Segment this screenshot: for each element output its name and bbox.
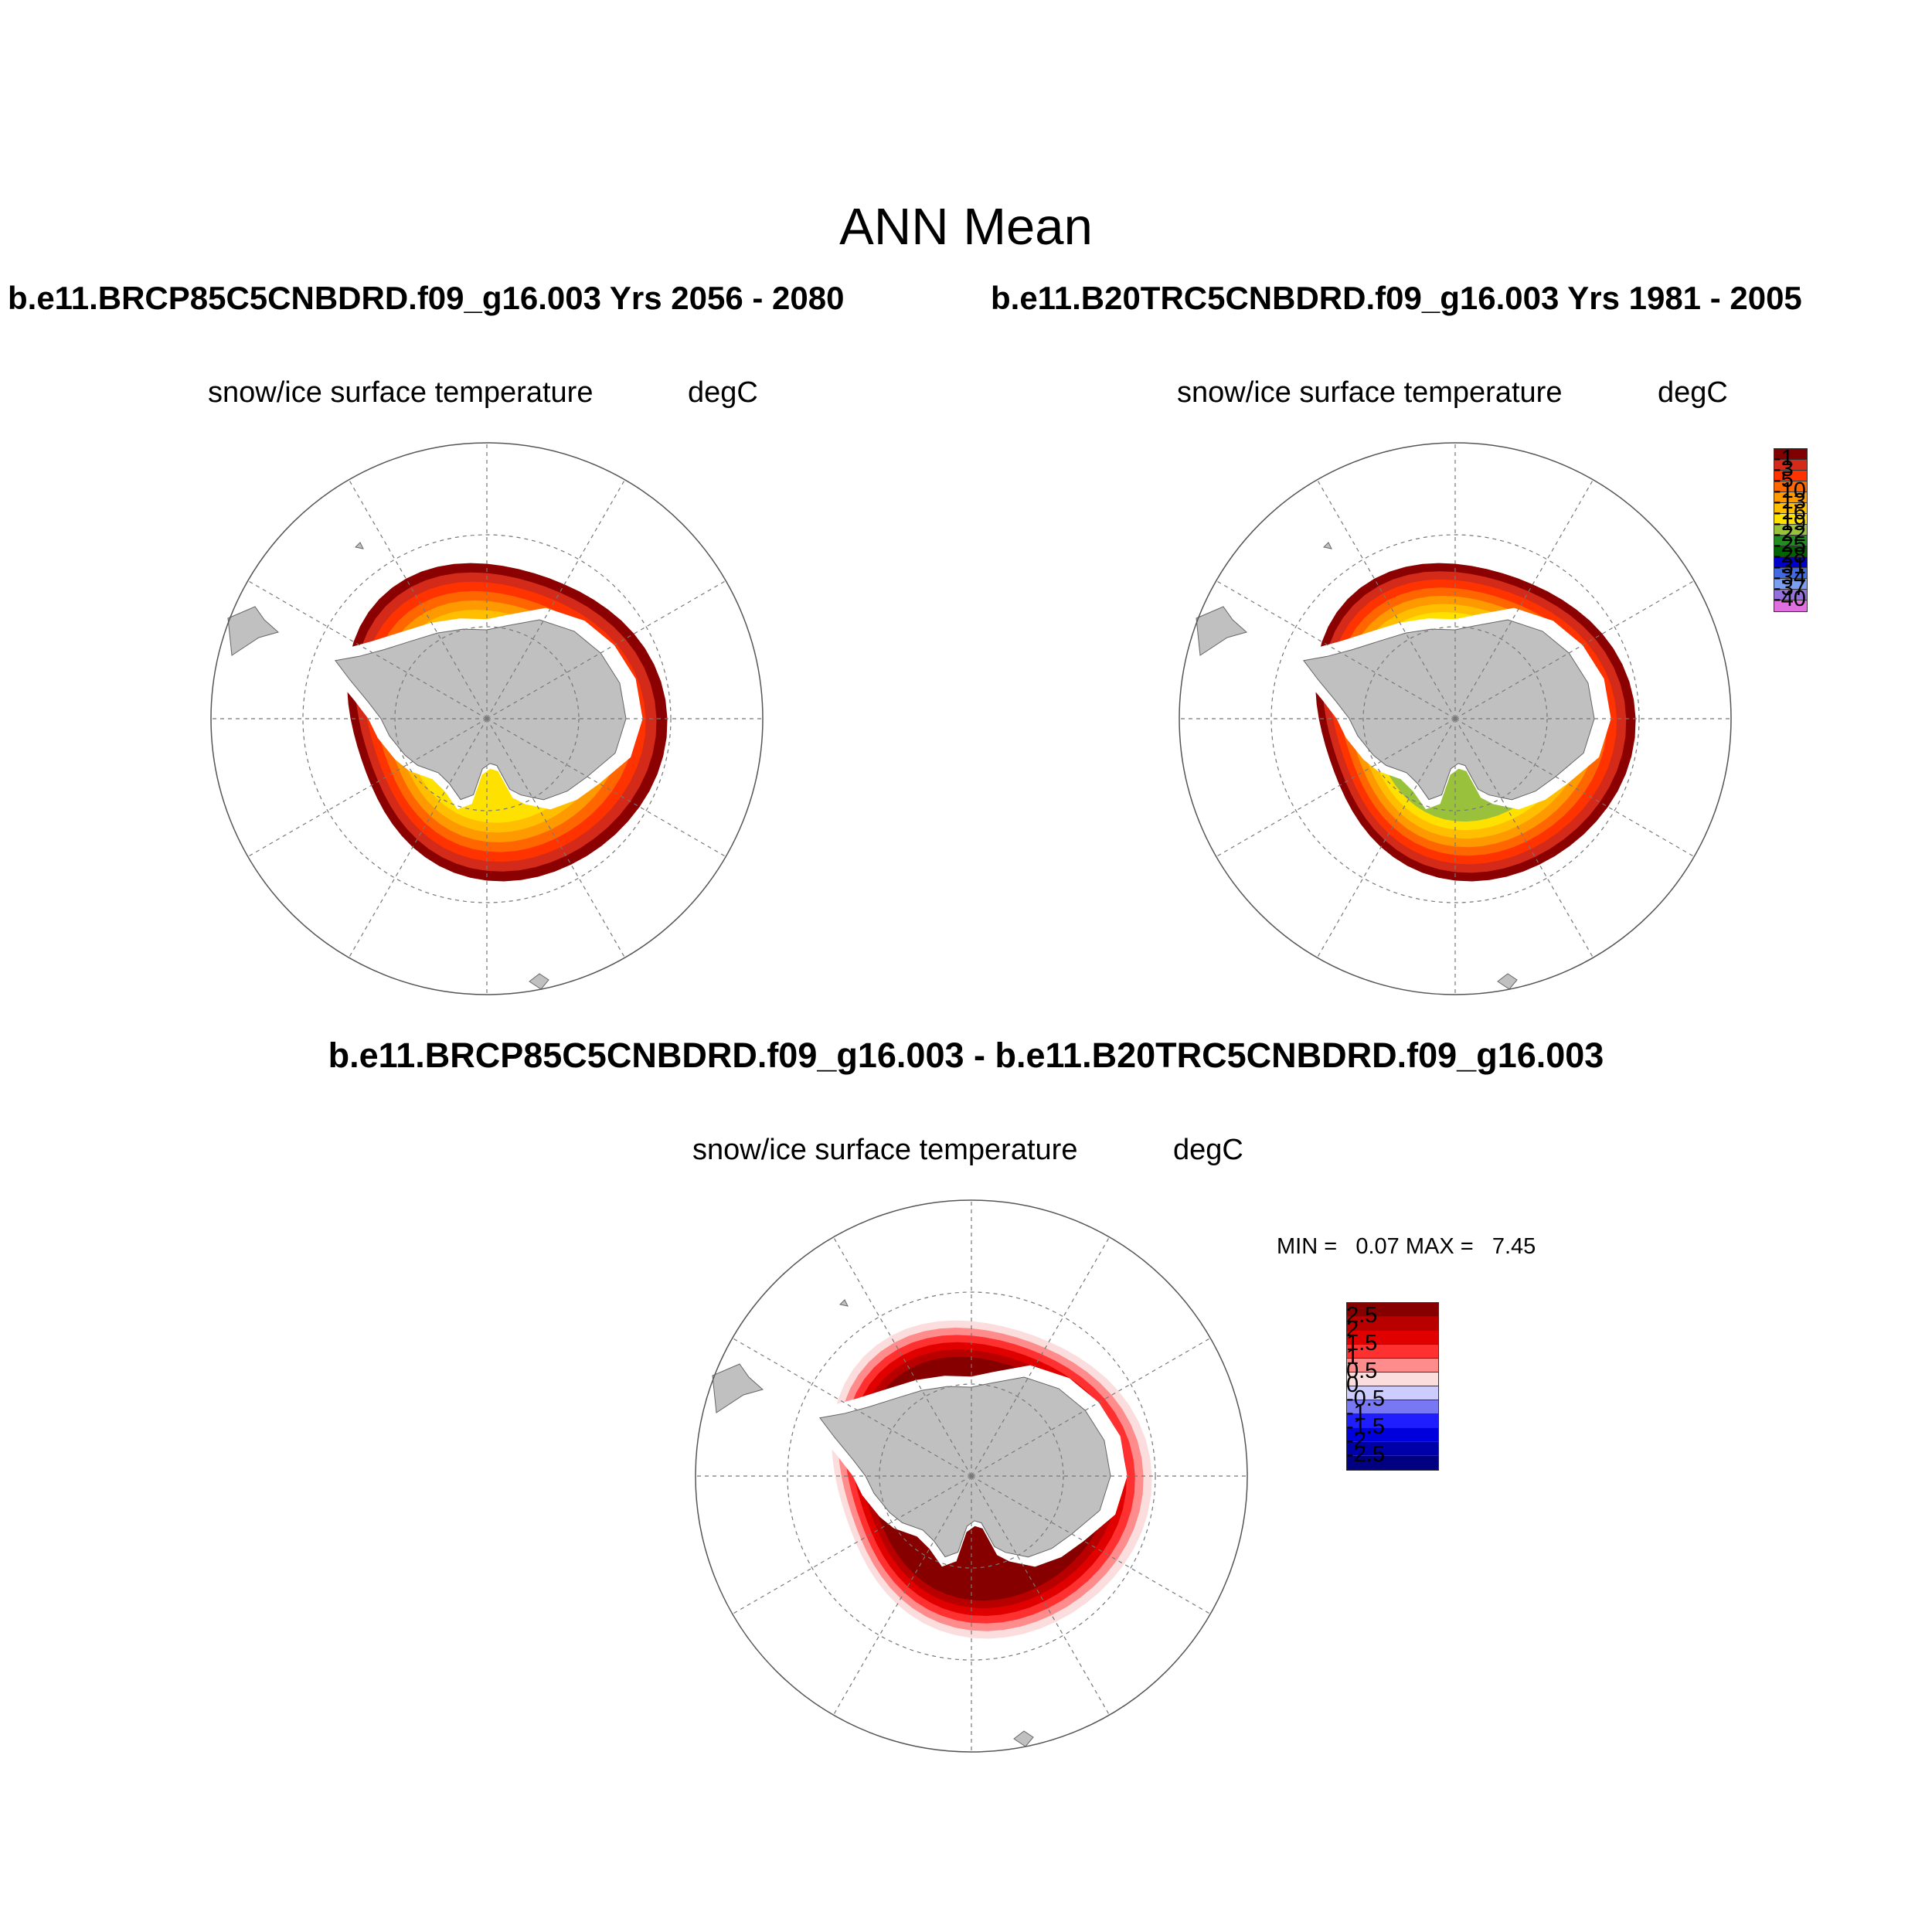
colorbar-tick-label: -1 [1774, 446, 1794, 471]
colorbar-tick-label: 1.5 [1346, 1331, 1378, 1355]
island-landmass [529, 973, 549, 990]
min-value: 0.07 [1355, 1234, 1400, 1259]
map-boundary [210, 442, 764, 995]
polar-map-historical [1179, 442, 1732, 995]
island-landmass [1497, 973, 1518, 990]
latitude-gridline [302, 534, 672, 903]
colorbar-tick-label: 0 [1346, 1372, 1359, 1397]
colorbar-tick-label: -2.5 [1346, 1442, 1385, 1467]
colorbar-tick-label: -22 [1774, 522, 1806, 546]
antarctica-landmass [335, 619, 627, 801]
colorbar-tick-label: -40 [1774, 587, 1806, 611]
max-value: 7.45 [1492, 1234, 1536, 1259]
colorbar-tick-label: -0.5 [1346, 1386, 1385, 1411]
units-label-diff: degC [1173, 1134, 1243, 1166]
latitude-gridline [394, 626, 580, 811]
case-title-right: b.e11.B20TRC5CNBDRD.f09_g16.003 Yrs 1981… [991, 280, 1802, 316]
latitude-gridline [879, 1383, 1064, 1569]
latitude-gridline [1270, 534, 1640, 903]
colorbar-tick-label: -37 [1774, 576, 1806, 600]
units-label-right: degC [1658, 376, 1728, 409]
variable-label-left: snow/ice surface temperature [208, 376, 594, 409]
units-label-left: degC [688, 376, 758, 409]
colorbar-tick-label: 2.5 [1346, 1303, 1378, 1328]
colorbar-tick-label: -5 [1774, 468, 1794, 492]
antarctica-landmass [819, 1376, 1111, 1558]
colorbar-tick-label: 2 [1346, 1317, 1359, 1342]
latitude-gridline [787, 1291, 1156, 1661]
min-max-readout: MIN = 0.07 MAX = 7.45 [1277, 1234, 1536, 1260]
colorbar-tick-label: -1 [1346, 1400, 1366, 1425]
south-america-landmass [227, 606, 280, 656]
antarctica-landmass [1303, 619, 1595, 801]
island-landmass [1322, 542, 1332, 549]
colorbar-swatch [1774, 600, 1808, 612]
colorbar-tick-label: -2 [1346, 1428, 1366, 1453]
max-label: MAX = [1405, 1234, 1474, 1259]
difference-title: b.e11.BRCP85C5CNBDRD.f09_g16.003 - b.e11… [328, 1036, 1604, 1075]
south-america-landmass [1196, 606, 1248, 656]
south-america-landmass [712, 1363, 764, 1413]
colorbar-tick-label: 1 [1346, 1345, 1359, 1369]
case-title-left: b.e11.BRCP85C5CNBDRD.f09_g16.003 Yrs 205… [8, 280, 845, 316]
polar-map-future [210, 442, 764, 995]
latitude-gridline [1362, 626, 1548, 811]
variable-label-diff: snow/ice surface temperature [692, 1134, 1078, 1166]
island-landmass [838, 1299, 849, 1307]
colorbar-tick-label: -13 [1774, 489, 1806, 514]
variable-label-right: snow/ice surface temperature [1177, 376, 1563, 409]
colorbar-tick-label: -16 [1774, 500, 1806, 525]
colorbar-tick-label: -34 [1774, 565, 1806, 590]
min-label: MIN = [1277, 1234, 1338, 1259]
polar-map-difference [695, 1199, 1248, 1753]
colorbar-tick-label: 0.5 [1346, 1359, 1378, 1383]
colorbar-tick-label: -3 [1774, 457, 1794, 481]
island-landmass [1013, 1730, 1034, 1747]
colorbar-tick-label: -25 [1774, 532, 1806, 557]
map-boundary [1179, 442, 1732, 995]
main-title: ANN Mean [839, 198, 1093, 256]
colorbar-tick-label: -31 [1774, 554, 1806, 579]
colorbar-tick-label: -10 [1774, 478, 1806, 503]
colorbar-tick-label: -28 [1774, 543, 1806, 568]
colorbar-tick-label: -1.5 [1346, 1414, 1385, 1439]
island-landmass [354, 542, 364, 549]
map-boundary [695, 1199, 1248, 1753]
colorbar-tick-label: -19 [1774, 511, 1806, 536]
colorbar-swatch [1346, 1455, 1439, 1471]
